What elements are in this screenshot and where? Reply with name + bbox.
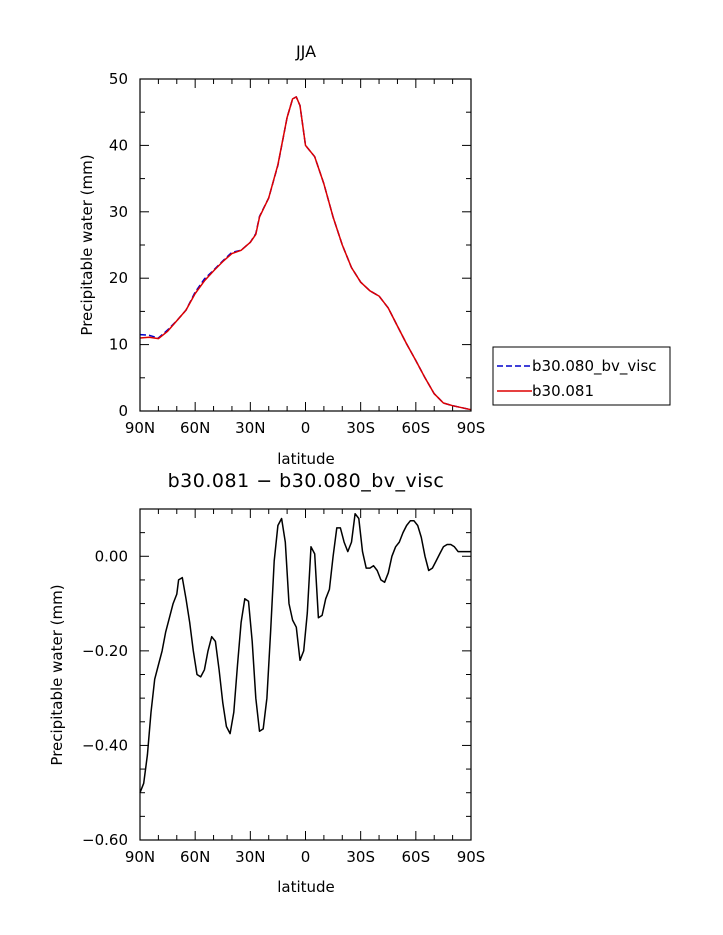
series-line-b30-081 xyxy=(139,96,472,411)
x-tick-label: 90S xyxy=(457,419,486,437)
legend-label-b30-081: b30.081 xyxy=(532,382,594,400)
y-tick-label: 0 xyxy=(118,402,128,420)
y-tick-label: −0.60 xyxy=(82,831,128,849)
x-tick-label: 30N xyxy=(235,848,265,866)
x-tick-label: 90S xyxy=(457,848,486,866)
legend-box xyxy=(492,346,671,406)
legend: b30.080_bv_visc b30.081 xyxy=(492,346,671,406)
y-tick-label: 10 xyxy=(109,336,128,354)
x-tick-label: 30N xyxy=(235,419,265,437)
x-tick-label: 30S xyxy=(346,848,375,866)
bottom-chart: b30.081 − b30.080_bv_visc Precipitable w… xyxy=(48,470,485,896)
y-tick-label: 0.00 xyxy=(95,547,128,565)
y-tick-label: 20 xyxy=(109,269,128,287)
bottom-chart-frame xyxy=(139,508,472,841)
x-tick-label: 90N xyxy=(125,419,155,437)
x-tick-label: 60N xyxy=(180,419,210,437)
series-line-difference xyxy=(139,512,471,793)
x-tick-label: 60N xyxy=(180,848,210,866)
x-tick-label: 60S xyxy=(402,848,431,866)
top-chart-title: JJA xyxy=(295,42,316,61)
bottom-chart-series xyxy=(139,512,471,793)
bottom-chart-title: b30.081 − b30.080_bv_visc xyxy=(168,470,445,492)
bottom-chart-y-axis-label: Precipitable water (mm) xyxy=(48,584,66,765)
x-tick-label: 0 xyxy=(301,848,311,866)
y-tick-label: 40 xyxy=(109,136,128,154)
top-chart-x-axis-label: latitude xyxy=(277,450,335,468)
legend-label-b30-080-bv-visc: b30.080_bv_visc xyxy=(532,357,657,376)
top-chart-series xyxy=(139,96,472,411)
bottom-chart-x-axis-label: latitude xyxy=(277,878,335,896)
x-tick-label: 60S xyxy=(402,419,431,437)
top-chart-ticks: 90N 60N 30N 0 30S 60S 90S 0 10 20 30 40 50 xyxy=(109,70,485,437)
bottom-chart-ticks: 90N 60N 30N 0 30S 60S 90S 0.00 −0.20 −0.40 −0.60 xyxy=(82,508,486,866)
top-chart-y-axis-label: Precipitable water (mm) xyxy=(78,154,96,335)
x-tick-label: 90N xyxy=(125,848,155,866)
y-tick-label: 50 xyxy=(109,70,128,88)
x-tick-label: 30S xyxy=(346,419,375,437)
x-tick-label: 0 xyxy=(301,419,311,437)
y-tick-label: 30 xyxy=(109,203,128,221)
top-chart: JJA Precipitable water (mm) latitude 90N… xyxy=(78,42,485,468)
y-tick-label: −0.40 xyxy=(82,736,128,754)
y-tick-label: −0.20 xyxy=(82,642,128,660)
top-chart-frame xyxy=(139,78,472,412)
